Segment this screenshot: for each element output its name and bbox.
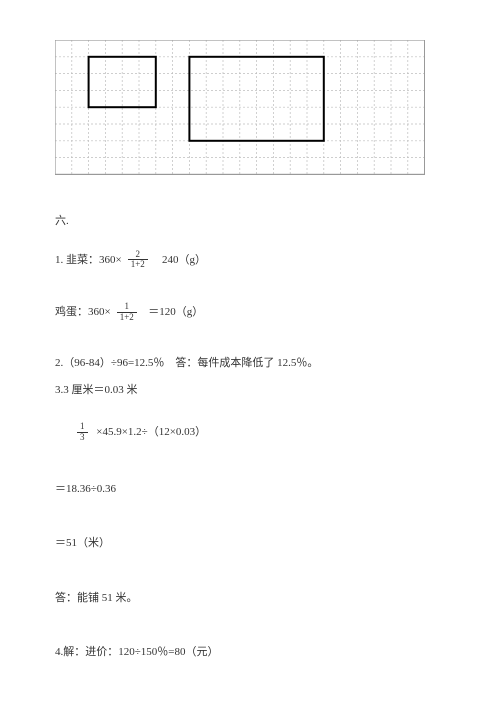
problem-1-line2: 鸡蛋：360× 1 1+2 ＝120（g） — [55, 302, 445, 323]
grid-diagram — [55, 40, 425, 175]
p2-fraction: 1 1+2 — [117, 302, 137, 323]
p5-frac-den: 3 — [77, 432, 88, 443]
p5-frac-num: 1 — [77, 422, 88, 432]
p2-suffix: ＝120（g） — [143, 304, 204, 321]
p2-frac-num: 1 — [122, 302, 133, 312]
p1-prefix: 1. 韭菜：360× — [55, 252, 122, 269]
p2-prefix: 鸡蛋：360× — [55, 304, 111, 321]
p1-fraction: 2 1+2 — [128, 250, 148, 271]
problem-3-line3: ＝18.36÷0.36 — [55, 481, 445, 498]
problem-4-line: 4.解：进价：120÷150％=80（元） — [55, 644, 445, 661]
p2-frac-den: 1+2 — [117, 312, 137, 323]
section-heading: 六. — [55, 213, 445, 230]
p5-fraction: 1 3 — [77, 422, 88, 443]
problem-3-line1: 3.3 厘米＝0.03 米 — [55, 382, 445, 399]
problem-3-answer: 答：能铺 51 米。 — [55, 590, 445, 607]
problem-3-line2: 1 3 ×45.9×1.2÷（12×0.03） — [71, 422, 445, 443]
p5-suffix: ×45.9×1.2÷（12×0.03） — [94, 424, 207, 441]
problem-1-line1: 1. 韭菜：360× 2 1+2 240（g） — [55, 250, 445, 271]
problem-3-line4: ＝51（米） — [55, 535, 445, 552]
p1-frac-num: 2 — [133, 250, 144, 260]
problem-2-line: 2.（96-84）÷96=12.5％ 答：每件成本降低了 12.5％。 — [55, 355, 445, 372]
p1-suffix: 240（g） — [154, 252, 206, 269]
grid-svg — [55, 40, 425, 175]
p1-frac-den: 1+2 — [128, 259, 148, 270]
